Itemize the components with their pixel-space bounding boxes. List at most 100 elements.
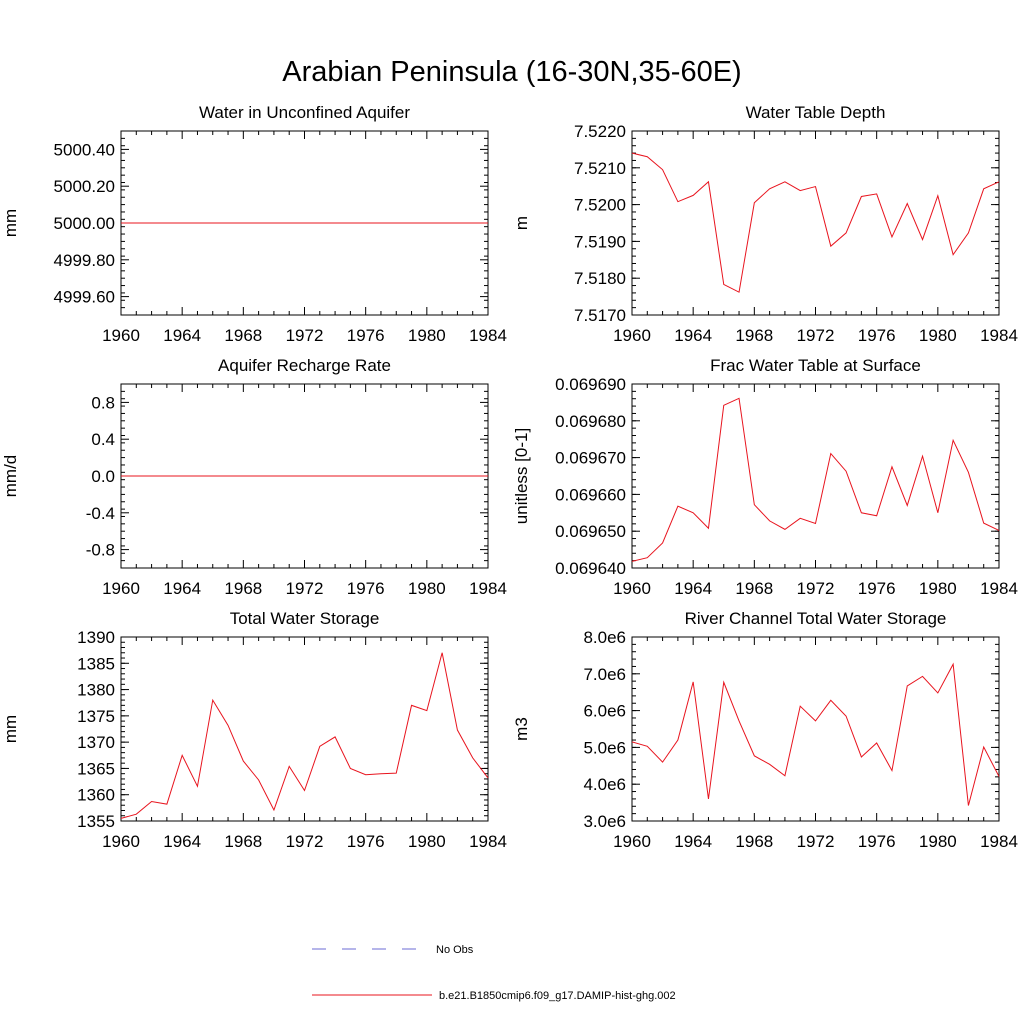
x-tick-label: 1968 (224, 832, 262, 851)
chart-title: River Channel Total Water Storage (685, 609, 947, 628)
y-tick-label: 5.0e6 (583, 738, 626, 757)
x-tick-label: 1964 (163, 832, 201, 851)
x-tick-label: 1972 (797, 832, 835, 851)
x-tick-label: 1964 (163, 326, 201, 345)
y-tick-label: 1355 (77, 812, 115, 831)
y-tick-label: 0.069650 (555, 522, 626, 541)
y-axis-label: mm (1, 715, 20, 743)
y-tick-label: 7.5170 (574, 306, 626, 325)
x-tick-label: 1984 (980, 326, 1018, 345)
series-line (631, 397, 1000, 562)
y-tick-label: 0.8 (91, 393, 115, 412)
x-tick-label: 1976 (858, 832, 896, 851)
y-tick-label: 0.069680 (555, 412, 626, 431)
x-tick-label: 1960 (102, 326, 140, 345)
chart-panel-5: Total Water Storage mm 1960 1964 1968 1972 197… (1, 609, 507, 851)
series-line (631, 662, 1000, 806)
x-tick-label: 1976 (347, 579, 385, 598)
x-tick-label: 1980 (919, 326, 957, 345)
x-tick-label: 1984 (980, 832, 1018, 851)
chart-panel-4: Frac Water Table at Surface unitless [0-1… (512, 356, 1018, 598)
x-tick-label: 1980 (919, 579, 957, 598)
chart-title: Water in Unconfined Aquifer (199, 103, 410, 122)
x-tick-label: 1980 (408, 832, 446, 851)
x-tick-label: 1960 (613, 326, 651, 345)
y-tick-label: 1360 (77, 786, 115, 805)
y-tick-label: 7.5210 (574, 159, 626, 178)
x-tick-label: 1968 (224, 579, 262, 598)
x-tick-label: 1968 (735, 832, 773, 851)
plot-frame (631, 130, 1000, 316)
y-axis-label: m3 (512, 717, 531, 741)
x-tick-label: 1972 (286, 579, 324, 598)
chart-panel-6: River Channel Total Water Storage m3 1960 1… (512, 609, 1018, 851)
x-tick-label: 1964 (674, 579, 712, 598)
x-tick-label: 1980 (919, 832, 957, 851)
x-tick-label: 1960 (613, 579, 651, 598)
x-tick-label: 1984 (469, 579, 507, 598)
x-tick-label: 1972 (797, 326, 835, 345)
legend-label-no-obs: No Obs (436, 944, 474, 956)
legend-label-model: b.e21.B1850cmip6.f09_g17.DAMIP-hist-ghg.… (439, 990, 676, 1002)
series-line (631, 152, 1000, 293)
x-tick-label: 1972 (286, 326, 324, 345)
y-tick-label: -0.8 (86, 541, 115, 560)
x-tick-label: 1968 (735, 579, 773, 598)
y-tick-label: 1385 (77, 654, 115, 673)
chart-panel-1: Water in Unconfined Aquifer mm 1960 1964 196… (1, 103, 507, 345)
y-tick-label: 1390 (77, 628, 115, 647)
y-tick-label: 6.0e6 (583, 702, 626, 721)
chart-panel-3: Aquifer Recharge Rate mm/d 1960 1964 1968 197… (1, 356, 507, 598)
y-tick-label: 8.0e6 (583, 628, 626, 647)
x-tick-label: 1976 (347, 832, 385, 851)
y-tick-label: 7.5200 (574, 196, 626, 215)
y-tick-label: 5000.00 (54, 214, 115, 233)
x-tick-label: 1960 (102, 832, 140, 851)
y-tick-label: 0.069670 (555, 449, 626, 468)
y-axis-label: unitless [0-1] (512, 428, 531, 524)
chart-title: Water Table Depth (746, 103, 886, 122)
y-tick-label: 5000.20 (54, 177, 115, 196)
y-tick-label: 1370 (77, 733, 115, 752)
y-tick-label: 0.069640 (555, 559, 626, 578)
y-tick-label: 4999.60 (54, 288, 115, 307)
y-tick-label: 5000.40 (54, 140, 115, 159)
x-tick-label: 1976 (858, 579, 896, 598)
x-tick-label: 1984 (469, 832, 507, 851)
x-tick-label: 1984 (980, 579, 1018, 598)
x-tick-label: 1964 (674, 832, 712, 851)
x-tick-label: 1964 (674, 326, 712, 345)
y-tick-label: 7.0e6 (583, 665, 626, 684)
y-tick-label: 7.5190 (574, 232, 626, 251)
y-tick-label: -0.4 (86, 504, 115, 523)
y-tick-label: 7.5220 (574, 122, 626, 141)
y-tick-label: 4999.80 (54, 251, 115, 270)
y-tick-label: 1375 (77, 707, 115, 726)
y-tick-label: 3.0e6 (583, 812, 626, 831)
series-line (120, 652, 489, 819)
plot-frame (631, 636, 1000, 822)
y-tick-label: 1365 (77, 759, 115, 778)
x-tick-label: 1984 (469, 326, 507, 345)
y-tick-label: 0.4 (91, 430, 115, 449)
y-tick-label: 0.069690 (555, 375, 626, 394)
y-tick-label: 0.069660 (555, 485, 626, 504)
y-axis-label: m (512, 216, 531, 230)
x-tick-label: 1972 (797, 579, 835, 598)
y-tick-label: 7.5180 (574, 269, 626, 288)
y-tick-label: 4.0e6 (583, 775, 626, 794)
x-tick-label: 1976 (347, 326, 385, 345)
y-axis-label: mm/d (1, 455, 20, 498)
y-axis-label: mm (1, 209, 20, 237)
x-tick-label: 1980 (408, 326, 446, 345)
plot-frame (120, 636, 489, 822)
chart-title: Aquifer Recharge Rate (218, 356, 391, 375)
chart-panel-2: Water Table Depth m 1960 1964 1968 1972 1976 19… (512, 103, 1018, 345)
legend: No Obs b.e21.B1850cmip6.f09_g17.DAMIP-his… (312, 944, 676, 1002)
plot-frame (631, 383, 1000, 569)
x-tick-label: 1968 (735, 326, 773, 345)
chart-title: Frac Water Table at Surface (710, 356, 921, 375)
x-tick-label: 1968 (224, 326, 262, 345)
